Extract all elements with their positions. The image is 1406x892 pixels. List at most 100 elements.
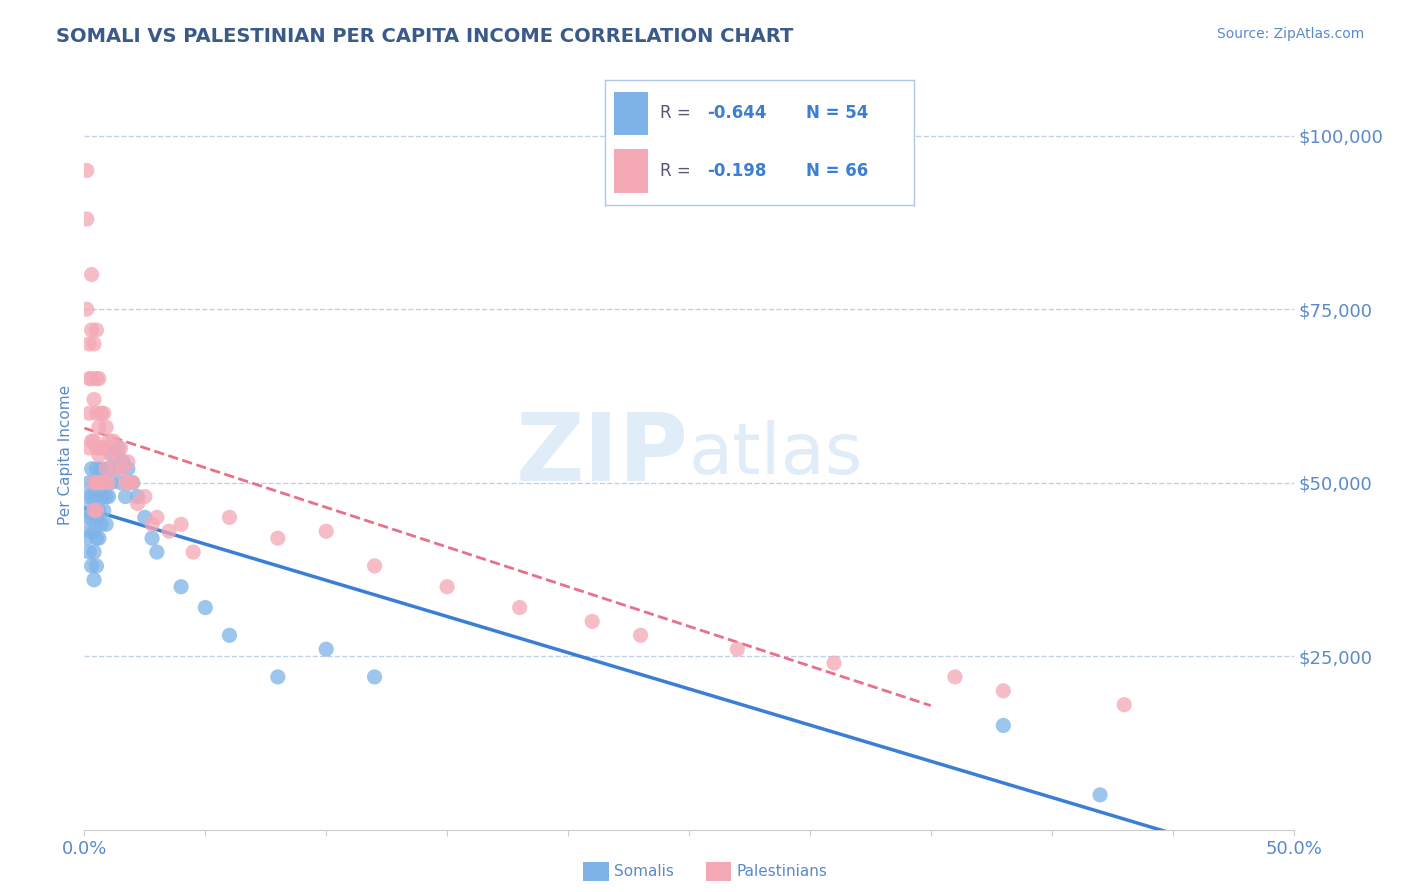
Text: R =: R = bbox=[661, 161, 696, 180]
Point bbox=[86, 406, 108, 420]
Point bbox=[76, 163, 98, 178]
Point bbox=[103, 448, 125, 462]
Point bbox=[93, 475, 115, 490]
Point bbox=[77, 545, 100, 559]
Point bbox=[77, 406, 100, 420]
Point bbox=[509, 600, 531, 615]
Point bbox=[112, 455, 135, 469]
Point bbox=[76, 531, 98, 545]
Point bbox=[94, 490, 117, 504]
Point bbox=[141, 531, 163, 545]
Point bbox=[107, 448, 129, 462]
Point bbox=[90, 406, 112, 420]
Point bbox=[363, 670, 385, 684]
Text: SOMALI VS PALESTINIAN PER CAPITA INCOME CORRELATION CHART: SOMALI VS PALESTINIAN PER CAPITA INCOME … bbox=[56, 27, 793, 45]
Point bbox=[86, 441, 108, 455]
Point bbox=[77, 337, 100, 351]
Point bbox=[170, 517, 193, 532]
Point bbox=[315, 642, 337, 657]
Point bbox=[267, 531, 290, 545]
Point bbox=[121, 475, 143, 490]
Point bbox=[87, 371, 110, 385]
Point bbox=[630, 628, 652, 642]
Point bbox=[100, 448, 122, 462]
Point bbox=[90, 490, 112, 504]
Point bbox=[77, 371, 100, 385]
Point bbox=[134, 490, 156, 504]
Point bbox=[993, 718, 1015, 732]
Point bbox=[83, 475, 105, 490]
Point bbox=[80, 462, 103, 476]
Text: Source: ZipAtlas.com: Source: ZipAtlas.com bbox=[1216, 27, 1364, 41]
Point bbox=[90, 475, 112, 490]
Point bbox=[117, 462, 139, 476]
Point bbox=[127, 490, 149, 504]
Point bbox=[83, 475, 105, 490]
Point bbox=[83, 545, 105, 559]
Point bbox=[94, 462, 117, 476]
Point bbox=[83, 573, 105, 587]
Point bbox=[83, 503, 105, 517]
Point bbox=[76, 510, 98, 524]
Point bbox=[87, 503, 110, 517]
Point bbox=[86, 475, 108, 490]
Point bbox=[194, 600, 217, 615]
Point bbox=[94, 517, 117, 532]
Point bbox=[1114, 698, 1136, 712]
Text: N = 66: N = 66 bbox=[806, 161, 868, 180]
Point bbox=[134, 510, 156, 524]
Point bbox=[107, 441, 129, 455]
Point bbox=[86, 371, 108, 385]
Point bbox=[943, 670, 966, 684]
Text: Palestinians: Palestinians bbox=[737, 864, 828, 879]
Point bbox=[86, 490, 108, 504]
Point bbox=[86, 462, 108, 476]
Point bbox=[93, 503, 115, 517]
Point bbox=[76, 302, 98, 317]
Point bbox=[181, 545, 204, 559]
Point bbox=[157, 524, 180, 539]
Point bbox=[87, 448, 110, 462]
Text: N = 54: N = 54 bbox=[806, 104, 868, 122]
FancyBboxPatch shape bbox=[614, 92, 648, 136]
Text: R =: R = bbox=[661, 104, 696, 122]
Point bbox=[86, 558, 108, 573]
Point bbox=[114, 490, 136, 504]
Text: atlas: atlas bbox=[689, 420, 863, 490]
Point bbox=[104, 462, 127, 476]
Point bbox=[83, 503, 105, 517]
Point bbox=[77, 524, 100, 539]
Point bbox=[76, 490, 98, 504]
Point bbox=[87, 420, 110, 434]
Point bbox=[90, 462, 112, 476]
Point bbox=[823, 656, 845, 670]
Point bbox=[94, 420, 117, 434]
Point bbox=[86, 531, 108, 545]
FancyBboxPatch shape bbox=[614, 149, 648, 193]
Point bbox=[80, 323, 103, 337]
Point bbox=[93, 441, 115, 455]
Point bbox=[83, 524, 105, 539]
Point bbox=[77, 441, 100, 455]
Y-axis label: Per Capita Income: Per Capita Income bbox=[58, 384, 73, 525]
Point bbox=[114, 475, 136, 490]
Point bbox=[725, 642, 748, 657]
Point bbox=[104, 462, 127, 476]
Point bbox=[86, 503, 108, 517]
Point bbox=[315, 524, 337, 539]
Point bbox=[83, 337, 105, 351]
Point bbox=[993, 683, 1015, 698]
Point bbox=[97, 490, 120, 504]
Point bbox=[97, 462, 120, 476]
Point bbox=[218, 628, 240, 642]
Point bbox=[87, 475, 110, 490]
Point bbox=[146, 510, 169, 524]
Point bbox=[1088, 788, 1111, 802]
Point bbox=[93, 406, 115, 420]
Point bbox=[83, 392, 105, 407]
Point bbox=[80, 434, 103, 448]
Point bbox=[363, 558, 385, 573]
Point bbox=[90, 517, 112, 532]
Point bbox=[100, 475, 122, 490]
Point bbox=[97, 475, 120, 490]
